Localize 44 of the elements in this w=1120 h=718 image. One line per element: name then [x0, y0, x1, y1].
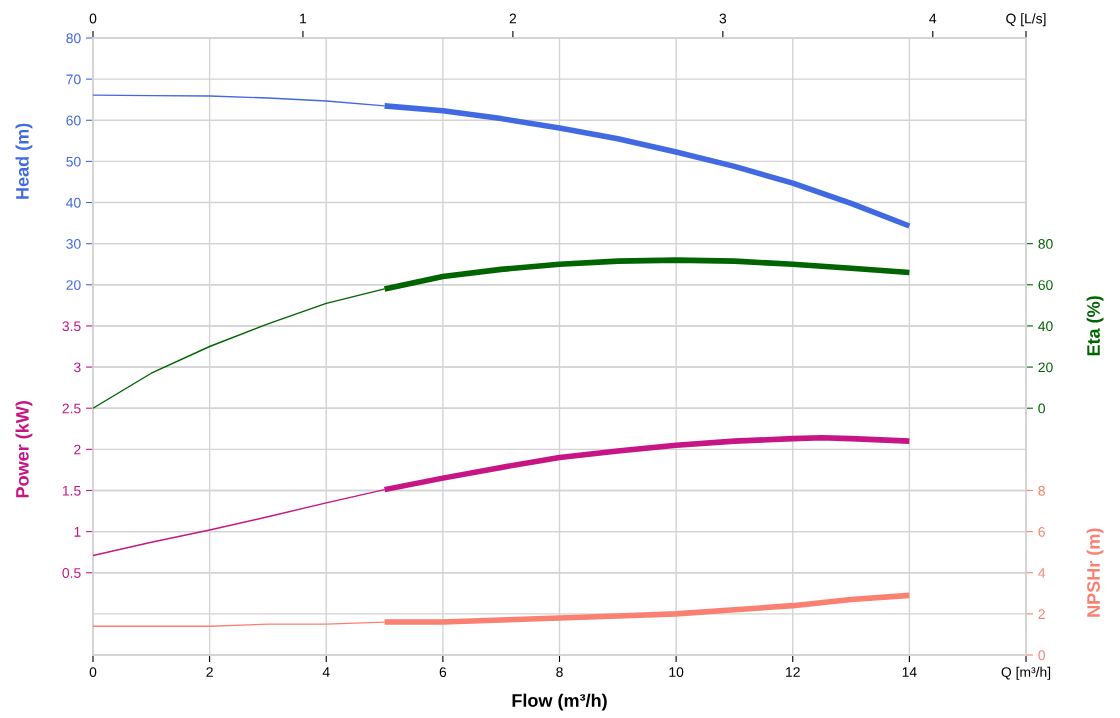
y2-tick-label: 20	[1038, 362, 1053, 373]
y-tick-label: 60	[66, 115, 81, 126]
x-tick-label: 0	[89, 667, 97, 678]
y2-tick-label: 4	[1038, 568, 1046, 578]
y-tick-label: 1	[74, 527, 81, 537]
x-axis-title: Flow (m³/h)	[512, 693, 607, 711]
x2-tick-label: 3	[719, 13, 727, 24]
y2-tick-label: 0	[1038, 650, 1045, 661]
y-tick-label: 3	[74, 362, 81, 373]
y-tick-label: 0.5	[62, 568, 81, 578]
x2-tick-label: 1	[300, 13, 307, 24]
y2-tick-label: 0	[1038, 403, 1045, 414]
x2-tick-label: 2	[509, 13, 517, 24]
x-tick-label: 6	[439, 667, 447, 678]
y2-tick-label: 8	[1038, 485, 1045, 496]
x-tick-label: 8	[556, 667, 563, 678]
x2-tick-label: 4	[929, 13, 937, 24]
x-tick-label: 14	[902, 667, 917, 677]
y-tick-label: 80	[66, 33, 81, 44]
x-tick-label: Q [m³/h]	[1001, 666, 1051, 680]
y-tick-label: 20	[66, 280, 81, 290]
y2-axis-title: NPSHr (m)	[1086, 528, 1104, 617]
y2-axis-title: Eta (%)	[1086, 296, 1104, 356]
y-axis-title: Head (m)	[15, 123, 33, 199]
x2-tick-label: 0	[89, 13, 97, 24]
y2-tick-label: 6	[1038, 526, 1045, 537]
y-tick-label: 30	[66, 239, 81, 249]
x-tick-label: 10	[669, 667, 684, 678]
y-axis-title: Power (kW)	[15, 401, 33, 498]
y-tick-label: 70	[66, 74, 81, 85]
y2-tick-label: 2	[1038, 609, 1045, 619]
y2-tick-label: 80	[1038, 239, 1053, 249]
x-tick-label: 2	[206, 667, 213, 677]
y2-tick-label: 60	[1038, 280, 1053, 290]
x-tick-label: 12	[786, 667, 800, 677]
y2-tick-label: 40	[1038, 321, 1053, 332]
x2-tick-label: Q [L/s]	[1006, 13, 1046, 27]
y-tick-label: 40	[66, 197, 81, 208]
y-tick-label: 50	[66, 156, 81, 167]
y-tick-label: 3.5	[62, 321, 81, 332]
y-tick-label: 2	[74, 444, 81, 455]
y-tick-label: 1.5	[62, 485, 81, 496]
y-tick-label: 2.5	[62, 403, 81, 414]
x-tick-label: 4	[322, 667, 330, 677]
